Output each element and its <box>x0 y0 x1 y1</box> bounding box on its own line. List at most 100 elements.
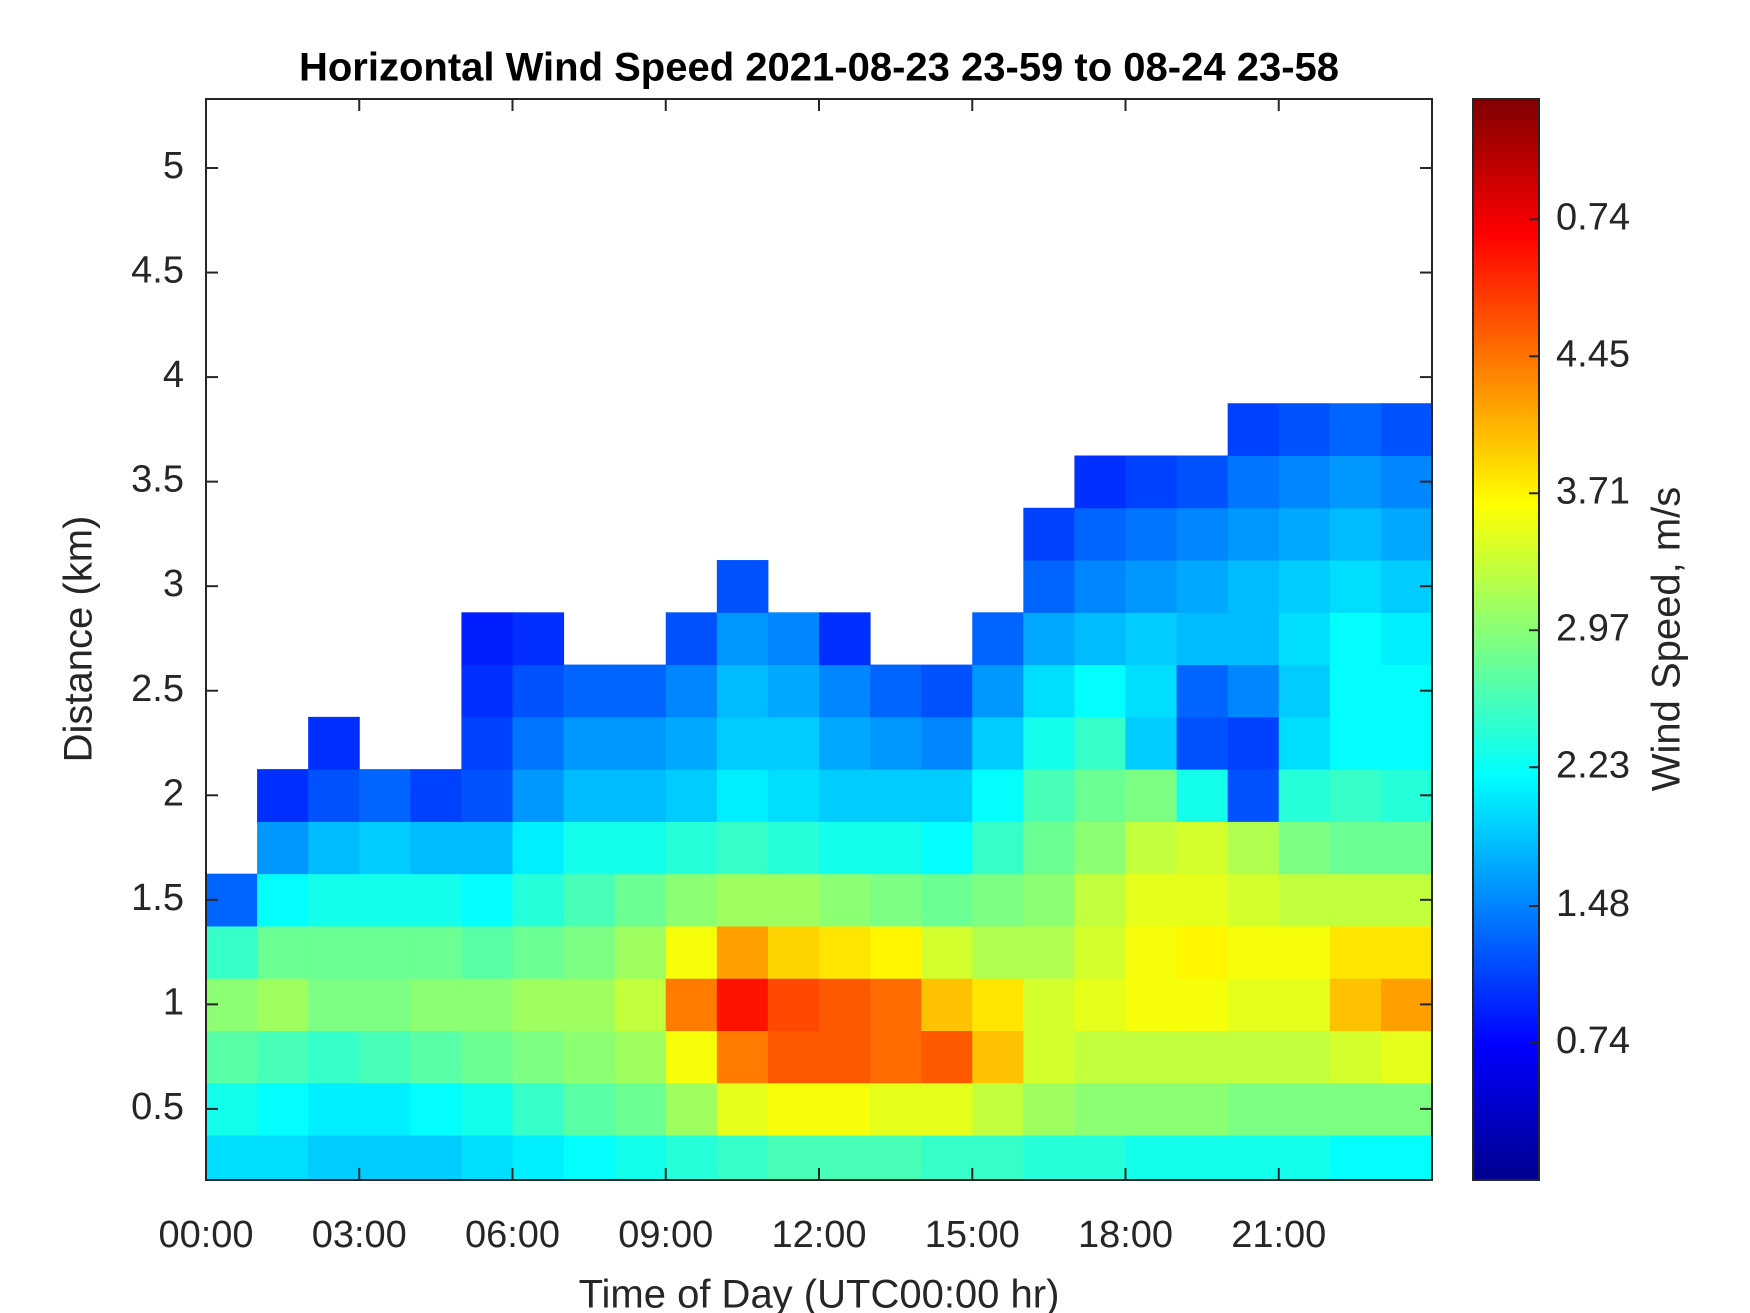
heat-cell <box>1074 1135 1126 1181</box>
heat-cell <box>1380 403 1433 456</box>
heat-cell <box>1227 769 1280 822</box>
heat-cell <box>1125 769 1178 822</box>
y-tick-label: 2.5 <box>131 668 184 710</box>
x-tick-label: 21:00 <box>1231 1214 1326 1256</box>
heat-cell <box>359 821 411 875</box>
heat-cell <box>563 1030 616 1084</box>
heat-cell <box>614 821 667 875</box>
heat-cell <box>1227 873 1280 927</box>
colorbar <box>1472 98 1540 1181</box>
heat-cell <box>563 873 616 927</box>
heat-cell <box>359 873 411 927</box>
chart-title: Horizontal Wind Speed 2021-08-23 23-59 t… <box>299 46 1339 90</box>
heat-cell <box>1125 612 1178 666</box>
heat-cell <box>512 716 565 770</box>
heat-cell <box>716 664 769 718</box>
heat-cell <box>1380 612 1433 666</box>
heat-cell <box>870 664 922 718</box>
heat-cell <box>870 1082 922 1136</box>
heat-cell <box>1176 560 1229 613</box>
heat-cell <box>1074 455 1126 509</box>
heat-cell <box>461 873 513 927</box>
heat-cell <box>308 769 360 822</box>
heat-cell <box>921 664 973 718</box>
heat-cell <box>308 1030 360 1084</box>
heat-cell <box>308 1082 360 1136</box>
heat-cell <box>512 1030 565 1084</box>
heat-cell <box>767 664 820 718</box>
heat-cell <box>921 873 973 927</box>
heat-cell <box>257 873 309 927</box>
heat-cell <box>257 821 309 875</box>
colorbar-tick-label: 0.74 <box>1556 1020 1630 1062</box>
x-tick-label: 15:00 <box>925 1214 1020 1256</box>
heat-cell <box>665 925 718 979</box>
heat-cell <box>308 925 360 979</box>
heat-cell <box>972 1135 1024 1181</box>
colorbar-tick-label: 3.71 <box>1556 470 1630 512</box>
heat-cell <box>767 978 820 1031</box>
heat-cell <box>1278 403 1331 456</box>
heat-cell <box>512 612 565 666</box>
y-tick-label: 1.5 <box>131 877 184 919</box>
y-axis-label: Distance (km) <box>57 516 101 763</box>
heat-cell <box>716 1030 769 1084</box>
heat-cell <box>665 1082 718 1136</box>
heat-cell <box>308 1135 360 1181</box>
heat-cell <box>767 821 820 875</box>
heat-cell <box>614 1082 667 1136</box>
heat-cell <box>1227 455 1280 509</box>
heat-cell <box>257 1082 309 1136</box>
heat-cell <box>1227 978 1280 1031</box>
heat-cell <box>716 1082 769 1136</box>
heat-cell <box>1227 925 1280 979</box>
heat-cell <box>716 716 769 770</box>
heat-cell <box>461 1082 513 1136</box>
heat-cell <box>972 716 1024 770</box>
heat-cell <box>1125 507 1178 561</box>
heat-cell <box>1380 716 1433 770</box>
heat-cell <box>1074 925 1126 979</box>
heat-cell <box>767 873 820 927</box>
heat-cell <box>819 1030 871 1084</box>
heat-cell <box>870 925 922 979</box>
heat-cell <box>1329 507 1382 561</box>
heat-cell <box>1329 560 1382 613</box>
heat-cell <box>1074 716 1126 770</box>
heat-cell <box>461 1135 513 1181</box>
heat-cell <box>1176 664 1229 718</box>
heat-cell <box>1278 612 1331 666</box>
heat-cell <box>921 978 973 1031</box>
heat-cell <box>665 664 718 718</box>
heat-cell <box>410 925 462 979</box>
heat-cell <box>767 1135 820 1181</box>
heat-cell <box>461 925 513 979</box>
heat-cell <box>461 821 513 875</box>
heat-cell <box>1176 1135 1229 1181</box>
heat-cell <box>972 1030 1024 1084</box>
heat-cell <box>1176 716 1229 770</box>
heat-cell <box>1380 507 1433 561</box>
heat-cell <box>410 769 462 822</box>
heat-cell <box>1329 1030 1382 1084</box>
heat-cell <box>1125 455 1178 509</box>
heat-cell <box>1023 925 1075 979</box>
heat-cell <box>1278 1030 1331 1084</box>
x-axis-label: Time of Day (UTC00:00 hr) <box>579 1273 1060 1313</box>
colorbar-tick-label: 0.74 <box>1556 196 1630 238</box>
heat-cell <box>563 978 616 1031</box>
heat-cell <box>1278 507 1331 561</box>
heat-cell <box>1074 664 1126 718</box>
heat-cell <box>921 821 973 875</box>
heat-cell <box>257 1135 309 1181</box>
heat-cell <box>1023 560 1075 613</box>
heat-cell <box>1125 978 1178 1031</box>
heat-cell <box>1125 716 1178 770</box>
heat-cell <box>512 769 565 822</box>
y-tick-label: 2 <box>163 772 184 814</box>
heat-cell <box>1227 560 1280 613</box>
heat-cell <box>512 1082 565 1136</box>
heat-cell <box>1023 507 1075 561</box>
heat-cell <box>1023 716 1075 770</box>
heat-cell <box>1329 403 1382 456</box>
